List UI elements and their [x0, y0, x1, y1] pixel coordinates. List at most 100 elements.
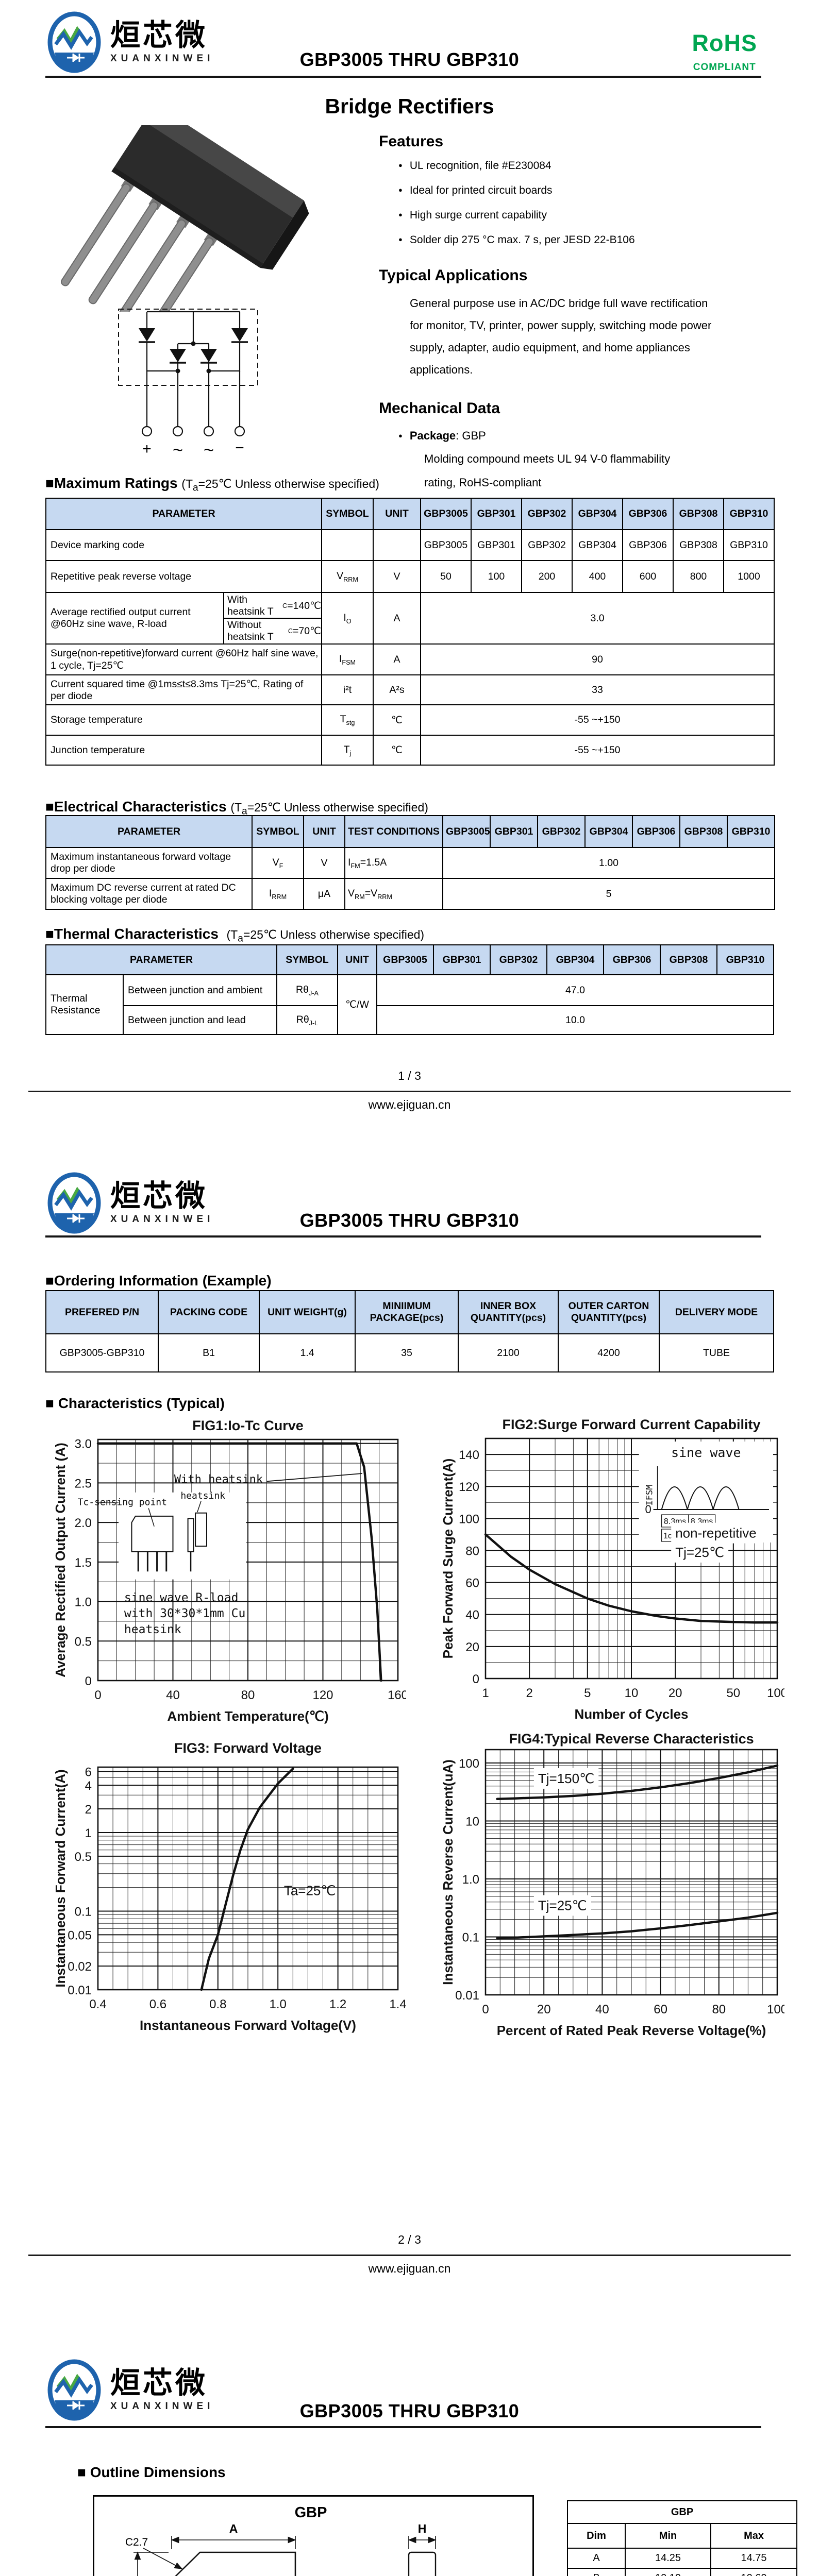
table-cell: IRRM — [252, 878, 304, 910]
outline-drawing-box: GBP — [93, 2495, 534, 2576]
y-tick-label: 20 — [465, 1640, 479, 1654]
table-header-cell: OUTER CARTON QUANTITY(pcs) — [558, 1290, 660, 1334]
y-tick-label: 1.0 — [75, 1596, 92, 1609]
chart-annotation: with 30*30*1mm Cu — [124, 1607, 245, 1620]
table-cell: Between junction and lead — [123, 1005, 277, 1035]
y-tick-label: 0.1 — [75, 1905, 92, 1919]
table-cell: 4200 — [558, 1333, 660, 1372]
figure-fig3: 0.4 0.6 0.8 1.0 1.2 1.4 0.01 0.02 0.05 0.1 0.5 1 2 4 6… — [45, 1738, 407, 2043]
chart-annotation: With heatsink — [174, 1473, 263, 1486]
model-header: GBP308 — [679, 815, 728, 848]
x-tick-label: 100 — [767, 1686, 784, 1700]
table-cell: Maximum instantaneous forward voltage dr… — [45, 847, 253, 879]
electrical-table: PARAMETER SYMBOL UNIT TEST CONDITIONS GBP300… — [45, 815, 775, 910]
brand-logo: 烜芯微 XUANXINWEI — [46, 11, 214, 73]
y-tick-label: 2 — [85, 1803, 92, 1817]
table-cell: 47.0 — [376, 974, 774, 1006]
doc-title: GBP3005 THRU GBP310 — [299, 2400, 520, 2421]
feature-item: Ideal for printed circuit boards — [398, 184, 771, 197]
page-number: 2 / 3 — [398, 2233, 421, 2246]
website-link[interactable]: www.ejiguan.cn — [368, 1098, 451, 1111]
y-axis-label: Instantaneous Forward Current(A) — [53, 1769, 68, 1987]
model-header: GBP310 — [716, 944, 774, 975]
model-header: GBP304 — [546, 944, 604, 975]
footer-rule — [28, 1091, 791, 1092]
ordering-table: PREFERED P/N PACKING CODE UNIT WEIGHT(g) MI… — [45, 1290, 774, 1372]
outline-table-title: GBP — [566, 2500, 798, 2524]
terminal-label: − — [235, 439, 244, 456]
table-cell — [321, 529, 374, 561]
table-cell: GBP306 — [622, 529, 674, 561]
bridge-schematic: + ~ ~ − — [118, 309, 258, 460]
table-cell: TUBE — [659, 1333, 774, 1372]
table-header-cell: UNIT WEIGHT(g) — [259, 1290, 356, 1334]
table-cell: VRRM — [321, 560, 374, 593]
thermal-heading: ■Thermal Characteristics (Ta=25℃ Unless … — [45, 926, 425, 944]
table-cell: GBP308 — [673, 529, 724, 561]
model-header: GBP301 — [490, 815, 538, 848]
feature-item: High surge current capability — [398, 209, 771, 222]
table-cell: -55 ~+150 — [420, 704, 775, 736]
thermal-group-cell: Thermal Resistance — [45, 974, 124, 1035]
x-tick-label: 80 — [712, 2003, 726, 2016]
table-cell: Repetitive peak reverse voltage — [45, 560, 322, 593]
brand-name-en: XUANXINWEI — [110, 53, 214, 64]
table-cell: 10.0 — [376, 1005, 774, 1035]
x-tick-label: 2 — [526, 1686, 533, 1700]
model-header: GBP304 — [584, 815, 633, 848]
feature-item: Solder dip 275 °C max. 7 s, per JESD 22-… — [398, 234, 771, 246]
series-line — [96, 1442, 382, 1682]
inset-label: IFSM — [645, 1485, 655, 1506]
table-cell: 2100 — [458, 1333, 559, 1372]
brand-name-en: XUANXINWEI — [110, 1214, 214, 1225]
table-cell: ℃/W — [337, 974, 377, 1035]
y-tick-label: 0.01 — [455, 1989, 479, 2003]
table-header-cell: Max — [710, 2523, 798, 2549]
y-tick-label: 0.5 — [75, 1850, 92, 1864]
x-tick-label: 0.8 — [209, 1997, 226, 2011]
table-cell: GBP3005 — [420, 529, 472, 561]
inset-label: heatsink — [180, 1490, 225, 1501]
x-axis-label: Ambient Temperature(℃) — [167, 1708, 328, 1724]
y-tick-label: 80 — [465, 1544, 479, 1558]
chart-title: FIG2:Surge Forward Current Capability — [502, 1417, 760, 1432]
x-tick-label: 40 — [595, 2003, 609, 2016]
table-cell: V — [303, 847, 345, 879]
website-link[interactable]: www.ejiguan.cn — [368, 2262, 451, 2275]
x-tick-label: 0 — [94, 1688, 101, 1702]
y-tick-label: 0.5 — [75, 1635, 92, 1649]
header-rule — [45, 1235, 761, 1238]
dim-label-a: A — [229, 2522, 238, 2535]
brand-logo: 烜芯微 XUANXINWEI — [46, 1172, 214, 1234]
x-tick-label: 0 — [482, 2003, 489, 2016]
outline-drawing: GBP — [125, 2504, 437, 2576]
brand-logo: 烜芯微 XUANXINWEI — [46, 2359, 214, 2421]
table-cell: 600 — [622, 560, 674, 593]
outline-heading: ■ Outline Dimensions — [77, 2464, 226, 2480]
y-axis-label: Average Rectified Output Current (A) — [53, 1443, 68, 1677]
chart-annotation: Tj=25℃ — [538, 1897, 587, 1913]
y-tick-label: 3.0 — [75, 1437, 92, 1451]
model-header: GBP306 — [603, 944, 661, 975]
feature-item: UL recognition, file #E230084 — [398, 160, 771, 172]
table-cell: Current squared time @1ms≤t≤8.3ms Tj=25℃… — [45, 674, 322, 705]
y-tick-label: 0.1 — [462, 1930, 479, 1944]
model-header: GBP310 — [723, 498, 775, 530]
table-header-cell: INNER BOX QUANTITY(pcs) — [458, 1290, 559, 1334]
table-header-cell: DELIVERY MODE — [659, 1290, 774, 1334]
header-rule — [45, 2426, 761, 2428]
mechanical-item-line: Molding compound meets UL 94 V-0 flammab… — [424, 452, 671, 466]
table-cell: Surge(non-repetitive)forward current @60… — [45, 643, 322, 675]
datasheet-page-3: 烜芯微 XUANXINWEI GBP3005 THRU GBP310 ■ Out… — [0, 2314, 819, 2576]
dim-label-c27: C2.7 — [125, 2536, 148, 2548]
table-cell: Junction temperature — [45, 735, 322, 766]
table-header-cell: PREFERED P/N — [45, 1290, 159, 1334]
table-cell: GBP3005-GBP310 — [45, 1333, 159, 1372]
table-cell: A — [373, 643, 421, 675]
table-cell: Between junction and ambient — [123, 974, 277, 1006]
x-tick-label: 0.6 — [149, 1997, 166, 2011]
x-tick-label: 50 — [726, 1686, 740, 1700]
brand-logo-icon — [47, 11, 101, 73]
x-tick-label: 120 — [312, 1688, 333, 1702]
